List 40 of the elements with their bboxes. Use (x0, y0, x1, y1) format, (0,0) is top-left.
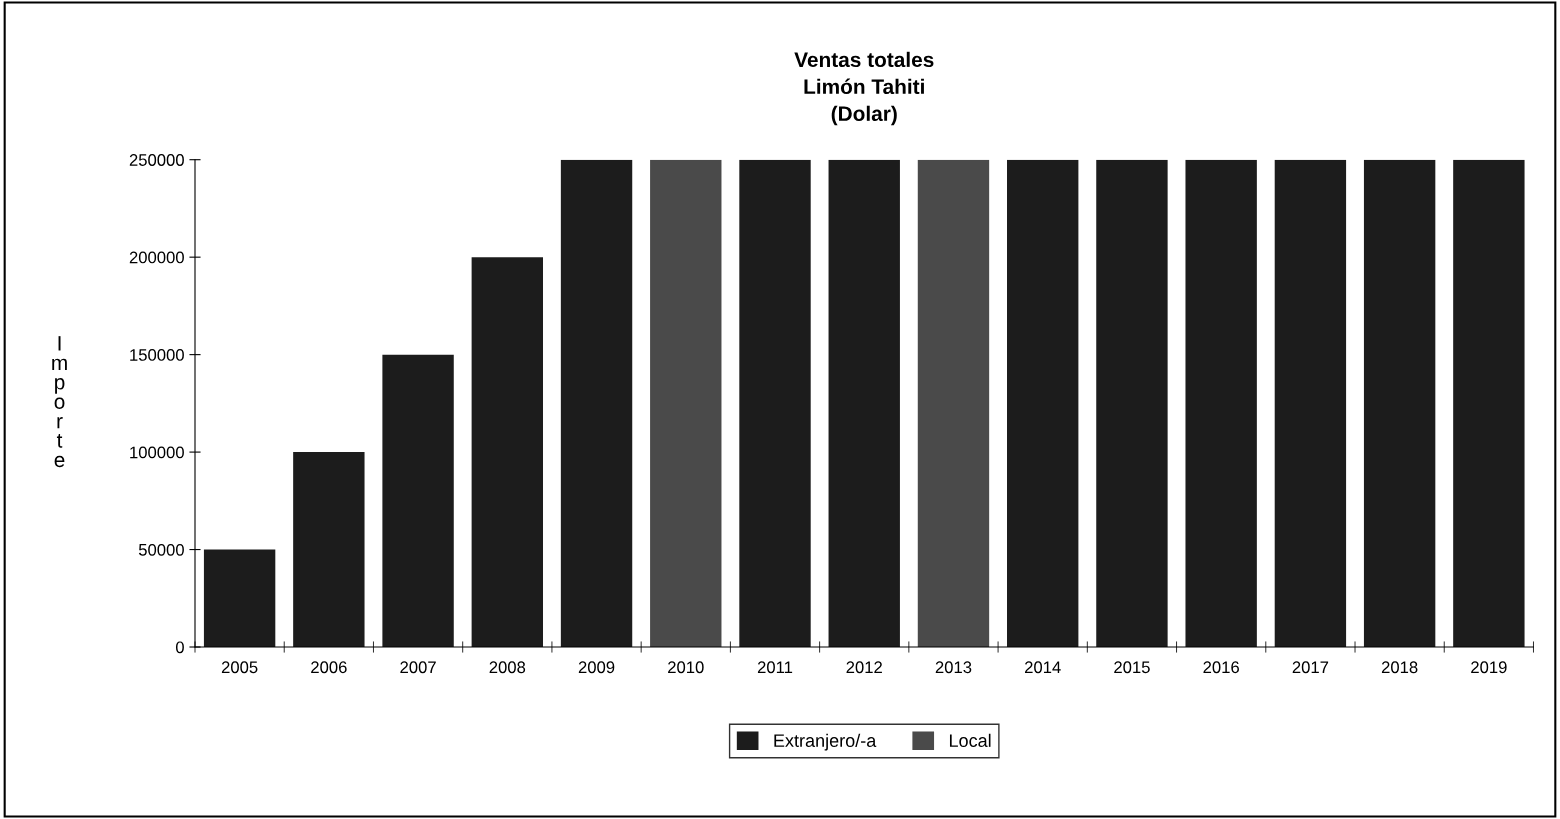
x-tick-label: 2016 (1203, 661, 1239, 674)
bar (828, 159, 900, 648)
y-tick-label: 250000 (129, 154, 184, 166)
x-tick-label: 2014 (1025, 661, 1061, 674)
legend-label: Extranjero/-a (774, 733, 877, 751)
bar (917, 159, 990, 648)
y-tick-label: 150000 (130, 349, 184, 361)
bar (1453, 159, 1525, 648)
y-tick-label: 200000 (129, 251, 184, 264)
x-tick-label: 2006 (311, 661, 347, 674)
x-tick-label: 2007 (400, 661, 436, 674)
bar (739, 159, 811, 648)
x-tick-label: 2019 (1471, 661, 1507, 674)
y-tick-label: 100000 (130, 446, 184, 459)
bar (650, 159, 722, 648)
bar (1363, 159, 1436, 648)
x-tick-label: 2009 (578, 661, 615, 674)
x-tick-label: 2013 (935, 661, 972, 674)
bar (293, 452, 365, 648)
x-tick-label: 2010 (668, 661, 704, 674)
bar (1007, 159, 1079, 648)
x-tick-label: 2018 (1381, 661, 1418, 674)
bar (203, 549, 276, 648)
y-tick-label: 0 (175, 641, 184, 654)
bar (1185, 159, 1257, 648)
bar (1274, 159, 1347, 648)
bar (1096, 159, 1168, 648)
x-tick-label: 2011 (757, 661, 793, 674)
x-tick-label: 2012 (846, 661, 882, 674)
legend-label: Local (949, 733, 991, 748)
chart-title: Ventas totales Limón Tahiti (Dolar) (794, 51, 934, 126)
bar (382, 354, 454, 648)
x-tick-label: 2017 (1292, 661, 1329, 674)
y-tick-label: 50000 (138, 543, 184, 556)
x-tick-label: 2015 (1114, 661, 1150, 674)
x-tick-label: 2005 (221, 661, 258, 674)
bar (471, 257, 543, 648)
x-tick-label: 2008 (489, 661, 526, 674)
bar (560, 159, 633, 648)
y-axis-title: Importe (52, 336, 67, 468)
